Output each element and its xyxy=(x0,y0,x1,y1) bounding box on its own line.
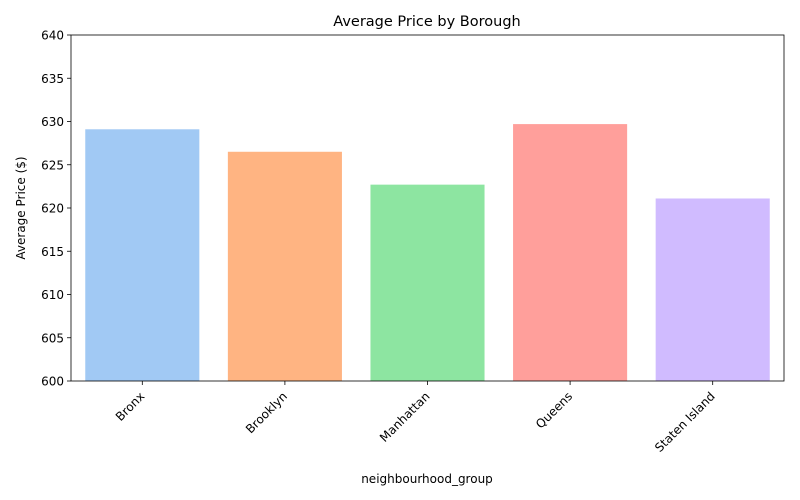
y-tick-label: 610 xyxy=(41,288,64,302)
y-tick-label: 600 xyxy=(41,375,64,389)
y-tick-label: 615 xyxy=(41,245,64,259)
y-axis-label: Average Price ($) xyxy=(14,156,28,259)
y-tick-label: 630 xyxy=(41,115,64,129)
bars-group xyxy=(85,124,770,381)
x-tick-label: Bronx xyxy=(113,389,148,424)
x-tick-label: Brooklyn xyxy=(243,389,290,436)
x-tick-label: Queens xyxy=(533,389,575,431)
bar-manhattan xyxy=(370,184,485,381)
y-tick-label: 605 xyxy=(41,331,64,345)
x-tick-label: Manhattan xyxy=(377,389,433,445)
plot-frame xyxy=(70,34,785,382)
bar-staten-island xyxy=(655,198,770,381)
bar-brooklyn xyxy=(227,151,342,381)
y-tick-label: 625 xyxy=(41,158,64,172)
bar-bronx xyxy=(85,129,200,381)
bar-queens xyxy=(513,124,628,381)
x-tick-label: Staten Island xyxy=(652,389,718,455)
x-axis: Bronx Brooklyn Manhattan Queens Staten Islan… xyxy=(113,381,718,455)
y-tick-label: 620 xyxy=(41,202,64,216)
y-tick-label: 635 xyxy=(41,72,64,86)
x-axis-label: neighbourhood_group xyxy=(361,472,493,486)
y-tick-label: 640 xyxy=(41,29,64,43)
y-axis: 600 605 610 615 620 625 630 635 640 xyxy=(41,29,71,389)
chart-title: Average Price by Borough xyxy=(333,14,520,30)
